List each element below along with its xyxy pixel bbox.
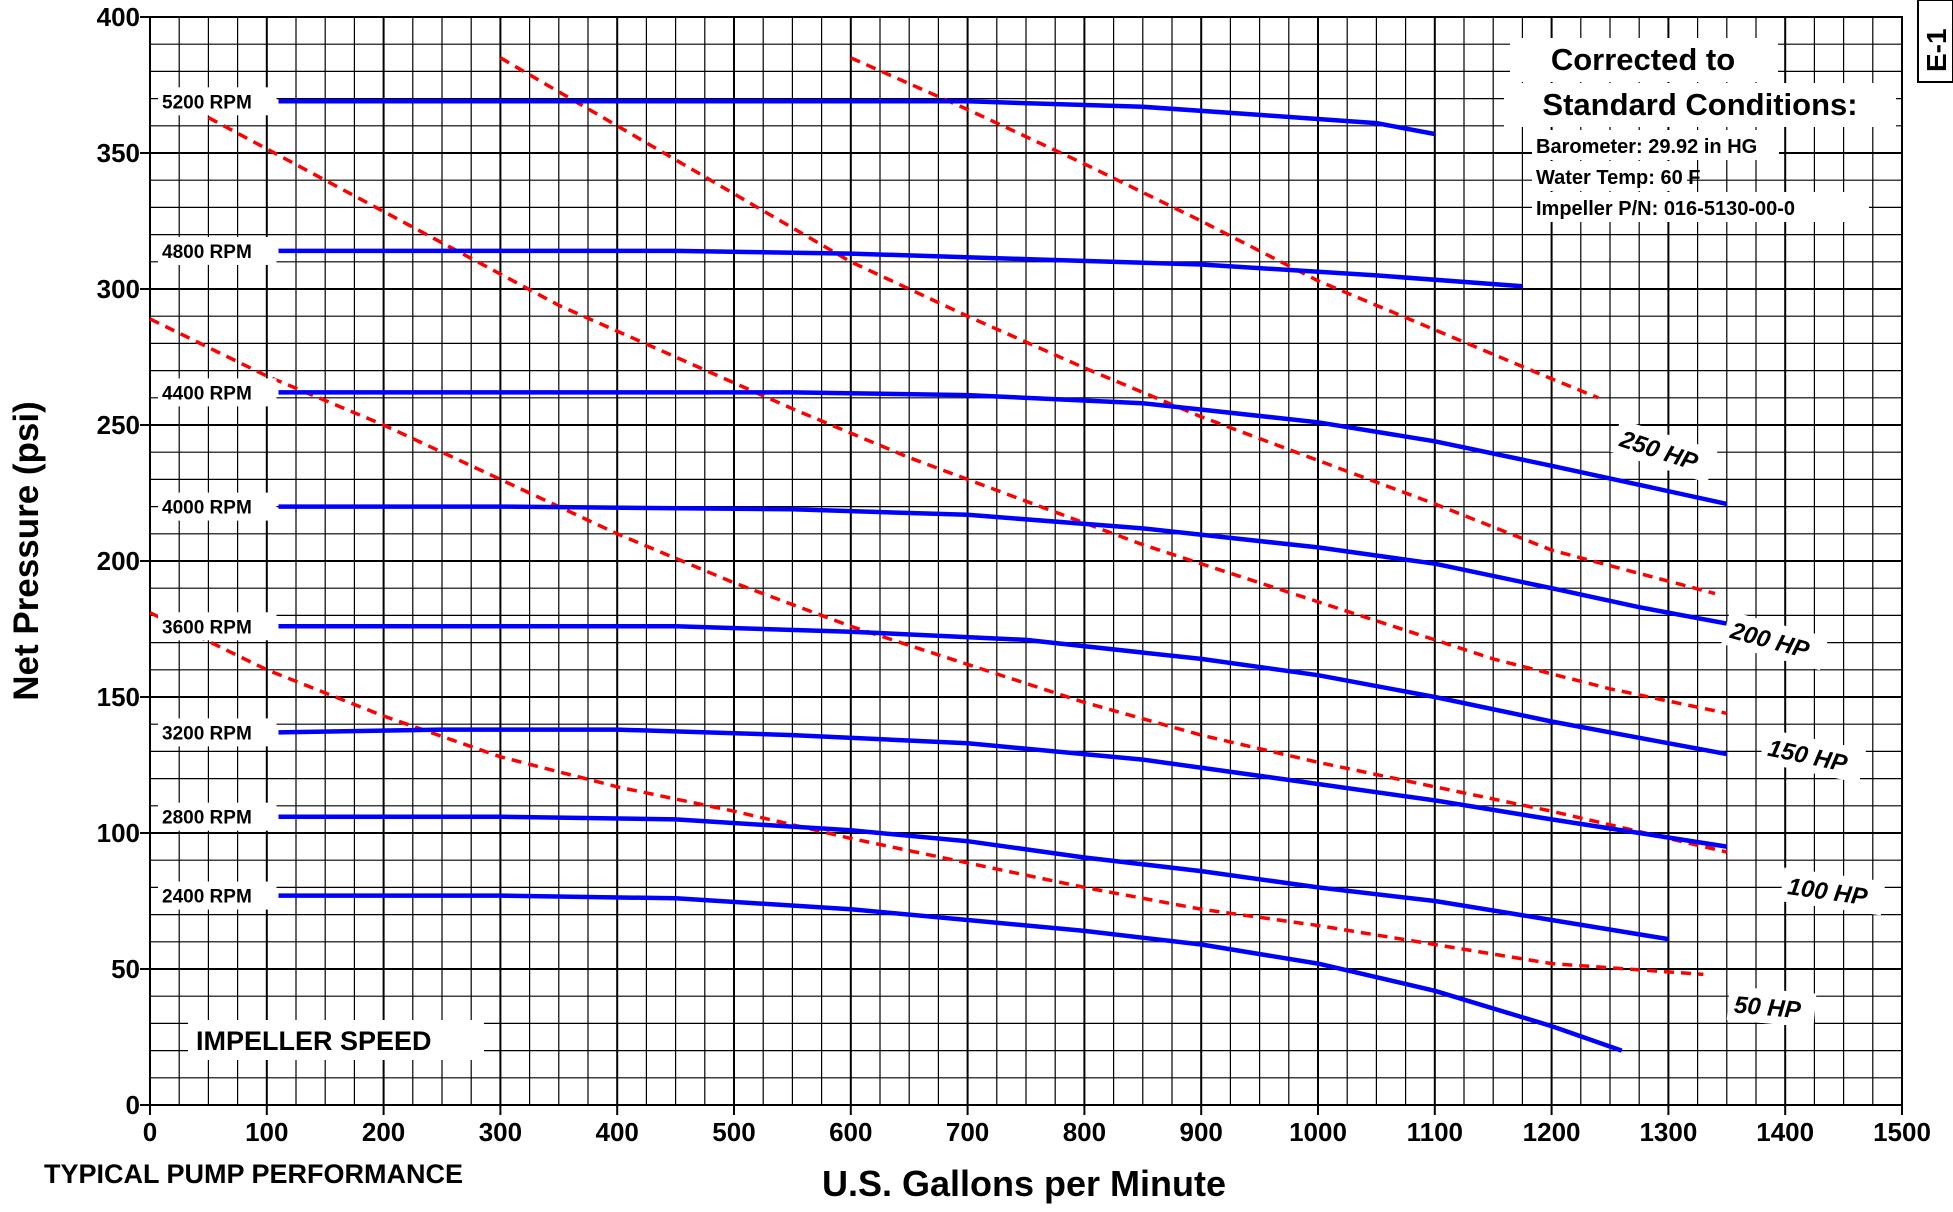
x-axis-title: U.S. Gallons per Minute — [822, 1163, 1226, 1204]
rpm-label-bg — [158, 802, 277, 831]
x-tick-label: 400 — [596, 1117, 639, 1147]
x-tick-label: 1300 — [1639, 1117, 1697, 1147]
rpm-curves — [278, 99, 1728, 1053]
x-tick-label: 300 — [479, 1117, 522, 1147]
hp-labels: 250 HP 200 HP 150 HP 100 HP 50 HP — [1610, 419, 1886, 1028]
hp-label-bg — [1721, 610, 1829, 671]
hp-curve — [149, 317, 1728, 854]
x-tick-label: 800 — [1063, 1117, 1106, 1147]
x-tick-label: 900 — [1180, 1117, 1223, 1147]
rpm-label: 3200 RPM — [162, 723, 252, 744]
rpm-curve — [278, 624, 1728, 757]
hp-label-group: 150 HP — [1759, 728, 1867, 784]
rpm-curve — [278, 248, 1523, 289]
y-tick-label: 250 — [97, 410, 140, 440]
rpm-curve — [278, 727, 1728, 849]
y-tick-label: 100 — [97, 818, 140, 848]
rpm-label: 2400 RPM — [162, 887, 252, 908]
hp-label-bg — [1610, 419, 1718, 484]
chart-title: TYPICAL PUMP PERFORMANCE — [44, 1159, 463, 1189]
y-tick-label: 150 — [97, 682, 140, 712]
y-tick-label: 50 — [111, 954, 140, 984]
y-tick-label: 0 — [126, 1090, 140, 1120]
rpm-label: 4400 RPM — [162, 383, 252, 404]
y-tick-label: 400 — [97, 2, 140, 32]
x-tick-label: 500 — [712, 1117, 755, 1147]
rpm-label: 3600 RPM — [162, 617, 252, 638]
y-tick-labels: 0 50 100 150 200 250 300 350 400 — [97, 2, 140, 1120]
rpm-curve — [278, 99, 1436, 137]
rpm-label-bg — [158, 236, 277, 265]
hp-label-group: 250 HP — [1610, 419, 1718, 484]
conditions-barometer: Barometer: 29.92 in HG — [1536, 136, 1757, 158]
hp-label-group: 50 HP — [1726, 986, 1817, 1028]
hp-curve — [207, 116, 1728, 716]
x-tick-label: 200 — [362, 1117, 405, 1147]
x-tick-label: 100 — [245, 1117, 288, 1147]
rpm-curve — [278, 893, 1623, 1053]
rpm-curve — [278, 504, 1728, 626]
impeller-speed-label: IMPELLER SPEED — [196, 1026, 432, 1056]
hp-label: 50 HP — [1733, 992, 1803, 1025]
conditions-impeller-pn: Impeller P/N: 016-5130-00-0 — [1536, 198, 1795, 220]
y-tick-label: 350 — [97, 138, 140, 168]
rpm-label-bg — [158, 718, 277, 747]
x-tick-label: 1000 — [1289, 1117, 1347, 1147]
rpm-label-bg — [158, 612, 277, 641]
conditions-heading-2: Standard Conditions: — [1542, 87, 1857, 122]
corner-tag: E-1 — [1921, 28, 1952, 72]
rpm-label: 2800 RPM — [162, 808, 252, 829]
conditions-heading-1: Corrected to — [1551, 42, 1735, 77]
x-tick-label: 0 — [143, 1117, 157, 1147]
y-tick-label: 200 — [97, 546, 140, 576]
rpm-curve — [278, 390, 1728, 507]
rpm-label: 5200 RPM — [162, 92, 252, 113]
hp-label-bg — [1779, 867, 1886, 916]
x-tick-label: 1400 — [1756, 1117, 1814, 1147]
x-tick-label: 700 — [946, 1117, 989, 1147]
rpm-label-bg — [158, 881, 277, 910]
horsepower-curves — [149, 56, 1728, 977]
rpm-label-bg — [158, 87, 277, 116]
conditions-water-temp: Water Temp: 60 F — [1536, 167, 1700, 189]
hp-label-group: 200 HP — [1721, 610, 1829, 671]
hp-label-group: 100 HP — [1779, 867, 1886, 916]
y-tick-label: 300 — [97, 274, 140, 304]
plot-frame — [149, 16, 1903, 1106]
hp-curve — [499, 56, 1716, 596]
x-tick-label: 1500 — [1873, 1117, 1931, 1147]
rpm-label-bg — [158, 492, 277, 521]
hp-label-bg — [1759, 728, 1867, 784]
rpm-label: 4000 RPM — [162, 498, 252, 519]
x-tick-label: 1200 — [1523, 1117, 1581, 1147]
hp-curve — [850, 56, 1599, 400]
standard-conditions-box: Corrected to Standard Conditions: Barome… — [1504, 38, 1896, 222]
hp-curve — [149, 611, 1704, 977]
x-tick-label: 600 — [829, 1117, 872, 1147]
y-axis-title: Net Pressure (psi) — [7, 401, 46, 701]
rpm-labels: 5200 RPM 4800 RPM 4400 RPM 4000 RPM 3600 RPM… — [158, 87, 277, 910]
rpm-label-bg — [158, 378, 277, 407]
x-tick-label: 1100 — [1407, 1117, 1463, 1147]
rpm-label: 4800 RPM — [162, 242, 252, 263]
x-tick-labels: 0 100 200 300 400 500 600 700 800 900 1000 1100 1200… — [143, 1117, 1931, 1147]
rpm-curve — [278, 814, 1669, 942]
hp-label-bg — [1726, 986, 1817, 1028]
